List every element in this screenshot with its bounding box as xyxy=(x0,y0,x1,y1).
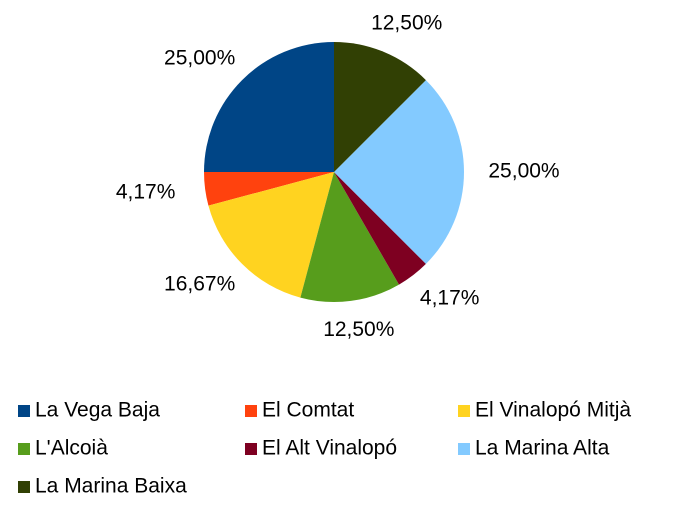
legend-label: La Vega Baja xyxy=(35,399,160,422)
data-label: 4,17% xyxy=(116,180,176,203)
legend-swatch xyxy=(245,443,257,455)
legend-label: El Comtat xyxy=(262,399,354,422)
legend-swatch xyxy=(458,405,470,417)
pie-slice xyxy=(334,80,464,264)
legend-label: El Alt Vinalopó xyxy=(262,437,397,460)
legend-label: El Vinalopó Mitjà xyxy=(475,399,631,422)
data-label: 12,50% xyxy=(371,12,442,35)
legend-label: La Marina Alta xyxy=(475,437,610,460)
data-label: 4,17% xyxy=(420,286,480,309)
pie-slice xyxy=(334,42,426,172)
legend-swatch xyxy=(18,405,30,417)
legend-swatch xyxy=(458,443,470,455)
legend-swatch xyxy=(18,443,30,455)
pie-slice xyxy=(204,42,334,172)
pie-slice xyxy=(208,172,334,298)
pie-slice xyxy=(300,172,400,302)
pie-slice xyxy=(334,172,426,285)
data-label: 12,50% xyxy=(323,318,394,341)
data-label: 25,00% xyxy=(164,46,235,69)
legend-label: L'Alcoià xyxy=(35,437,108,460)
legend-label: La Marina Baixa xyxy=(35,475,187,498)
legend-swatch xyxy=(18,481,30,493)
pie-slice xyxy=(203,171,334,206)
data-label: 16,67% xyxy=(164,273,235,296)
legend-swatch xyxy=(245,405,257,417)
data-label: 25,00% xyxy=(488,160,559,183)
